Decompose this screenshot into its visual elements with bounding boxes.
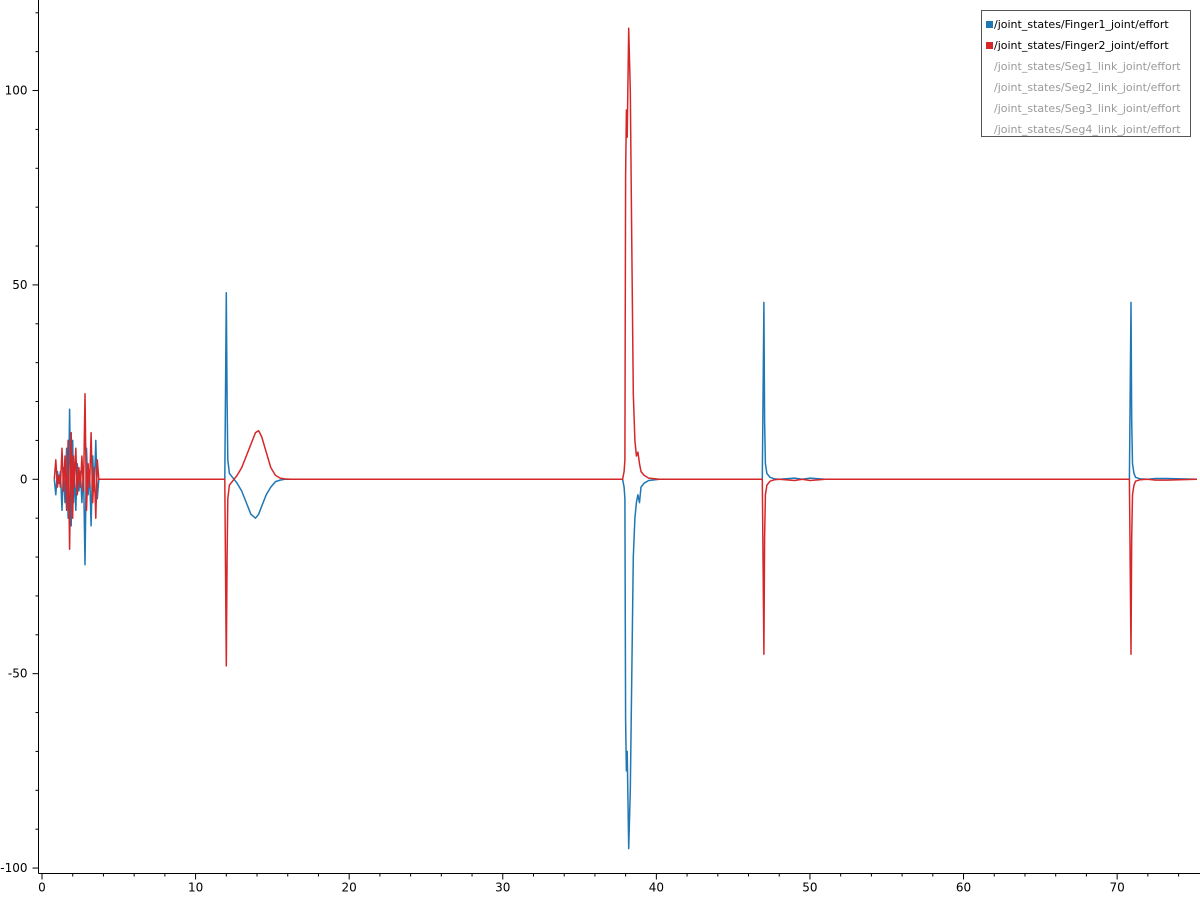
- y-tick-label: 100: [5, 84, 28, 98]
- legend-label-seg3: /joint_states/Seg3_link_joint/effort: [994, 102, 1181, 115]
- legend-item-finger2[interactable]: /joint_states/Finger2_joint/effort: [986, 35, 1190, 56]
- series-line-2: [53, 27, 1198, 667]
- legend: /joint_states/Finger1_joint/effort /join…: [981, 10, 1191, 137]
- legend-swatch-finger1: [986, 21, 993, 28]
- legend-label-seg2: /joint_states/Seg2_link_joint/effort: [994, 81, 1181, 94]
- legend-label-finger1: /joint_states/Finger1_joint/effort: [994, 18, 1169, 31]
- y-tick-label: 0: [20, 472, 28, 486]
- x-tick-label: 0: [38, 881, 46, 895]
- series-layer: [53, 27, 1198, 850]
- x-tick-label: 60: [956, 881, 971, 895]
- legend-item-seg3[interactable]: /joint_states/Seg3_link_joint/effort: [986, 98, 1190, 119]
- legend-item-finger1[interactable]: /joint_states/Finger1_joint/effort: [986, 14, 1190, 35]
- x-tick-label: 20: [342, 881, 357, 895]
- legend-swatch-finger2: [986, 42, 993, 49]
- x-tick-label: 70: [1109, 881, 1124, 895]
- legend-item-seg2[interactable]: /joint_states/Seg2_link_joint/effort: [986, 77, 1190, 98]
- y-ticks: -100 -50 0 50 100: [0, 12, 39, 875]
- axes-layer: [38, 0, 1200, 874]
- y-tick-label: 50: [12, 278, 27, 292]
- x-ticks: 0 10 20 30 40 50 60 70: [38, 873, 1180, 895]
- legend-item-seg4[interactable]: /joint_states/Seg4_link_joint/effort: [986, 119, 1190, 140]
- x-tick-label: 10: [188, 881, 203, 895]
- y-tick-label: -50: [8, 667, 28, 681]
- legend-label-seg4: /joint_states/Seg4_link_joint/effort: [994, 123, 1181, 136]
- x-tick-label: 30: [495, 881, 510, 895]
- x-tick-label: 40: [649, 881, 664, 895]
- y-tick-label: -100: [0, 861, 27, 875]
- x-tick-label: 50: [802, 881, 817, 895]
- legend-label-finger2: /joint_states/Finger2_joint/effort: [994, 39, 1169, 52]
- legend-item-seg1[interactable]: /joint_states/Seg1_link_joint/effort: [986, 56, 1190, 77]
- legend-label-seg1: /joint_states/Seg1_link_joint/effort: [994, 60, 1181, 73]
